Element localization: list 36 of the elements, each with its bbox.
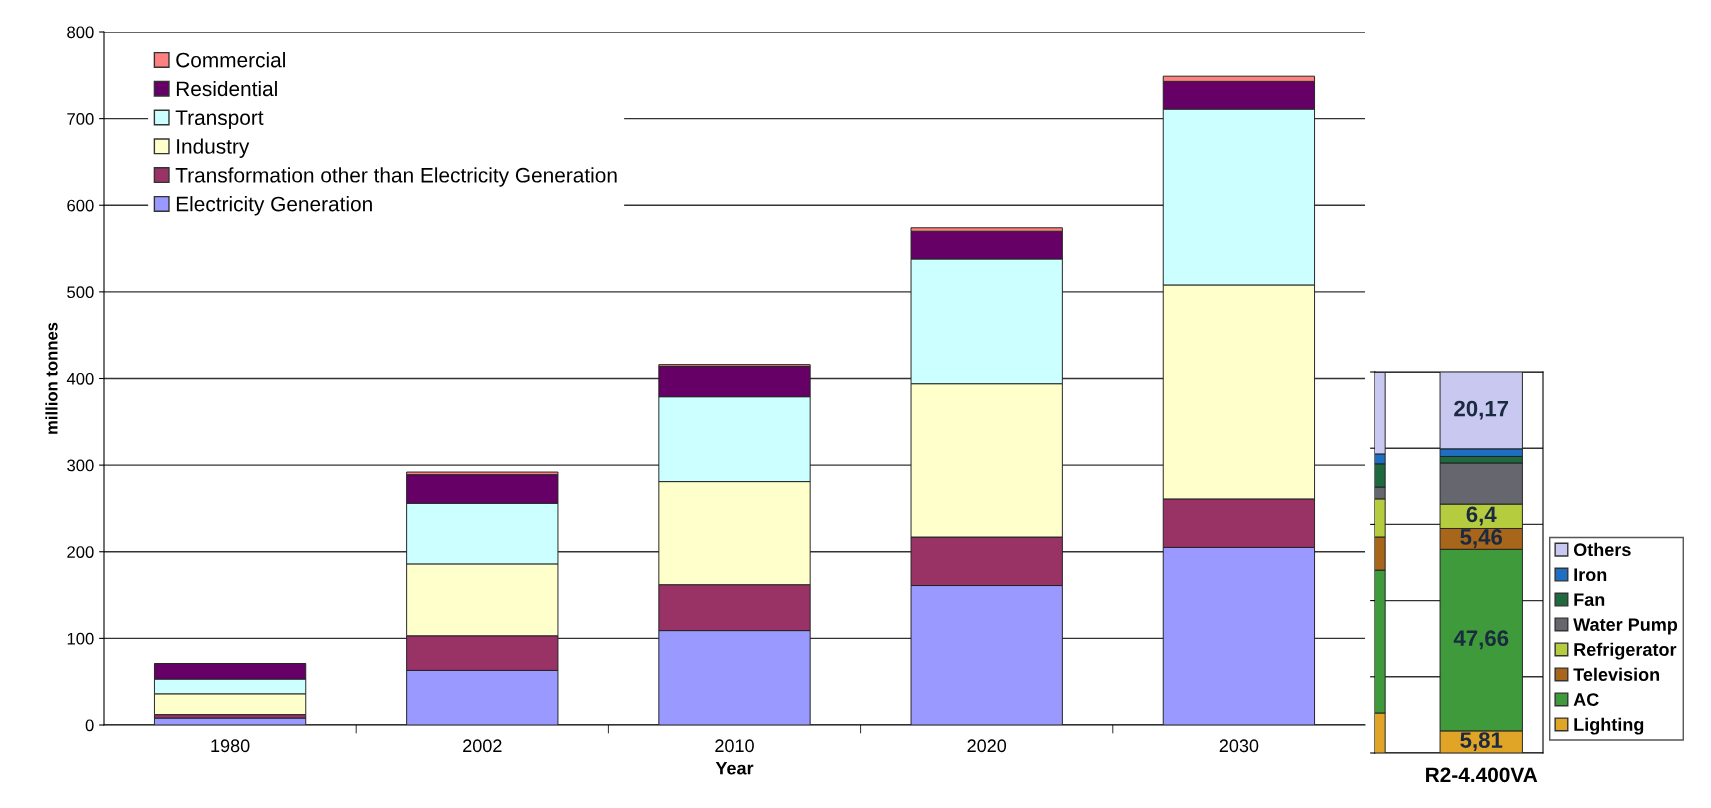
legend-label: Fan [1574,593,1605,607]
y-tick-label: 500 [67,286,94,299]
y-tick-label: 700 [67,113,94,125]
x-tick-label: 2002 [463,739,502,753]
x-axis-title: Year [715,761,754,775]
legend-label: Commercial [176,52,285,68]
y-tick-label: 300 [67,459,94,472]
legend-label: Water Pump [1573,618,1678,635]
legend-label: Lighting [1574,717,1644,735]
legend-label: Refrigerator [1574,642,1677,660]
legend-label: Electricity Generation [176,196,372,216]
y-tick-label: 800 [67,26,94,39]
data-label: 5,81 [1460,732,1503,752]
y-tick-label: 0 [85,719,94,732]
y-axis-title: million tonnes [45,322,58,434]
x-tick-label: 2020 [967,739,1007,753]
data-label: 6,4 [1466,506,1497,526]
x-tick-label: 2030 [1219,739,1259,753]
legend-label: Television [1573,667,1660,681]
legend-label: Industry [177,138,250,158]
y-tick-label: 100 [67,632,94,645]
x-tick-label: 2010 [715,739,754,753]
data-label: 20,17 [1454,400,1509,420]
legend-label: Transformation other than Electricity Generation [175,167,617,187]
legend-label: AC [1573,693,1599,706]
legend-label: Transport [175,110,264,130]
y-tick-label: 200 [67,546,94,558]
y-tick-label: 600 [67,199,94,212]
x-tick-label: 1980 [211,739,250,753]
legend-label: Others [1573,542,1631,557]
data-label: 5,46 [1460,529,1503,549]
x-tick-label: R2-4.400VA [1426,767,1538,783]
legend-label: Residential [176,80,277,97]
y-tick-label: 400 [66,372,94,385]
legend-label: Iron [1574,568,1607,582]
data-label: 47,66 [1453,630,1509,650]
